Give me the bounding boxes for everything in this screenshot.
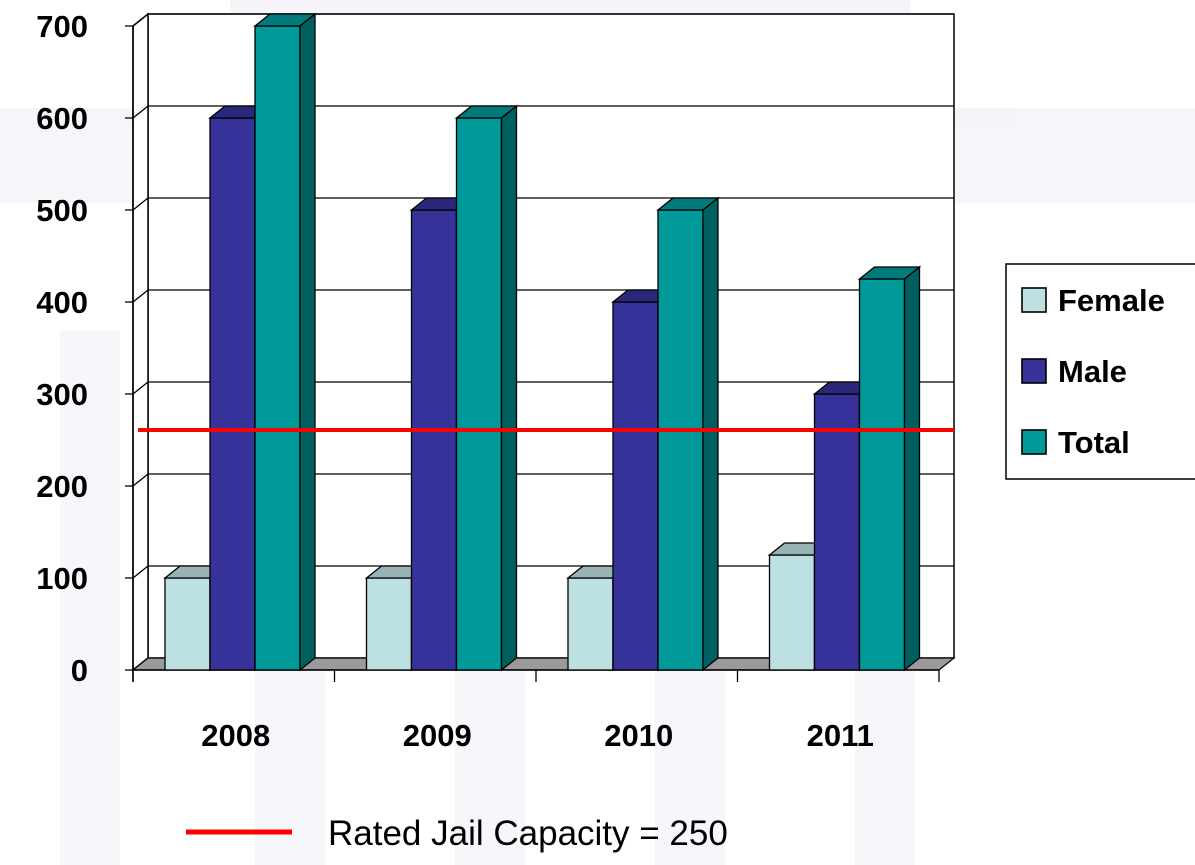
y-tick-label: 600 [36,101,88,136]
legend-label-total: Total [1058,425,1130,460]
bar-front [410,209,458,671]
gridline-side [132,289,149,303]
bar-total-2009 [454,104,519,672]
y-tick-label: 400 [36,285,88,320]
gridline-side [132,105,149,119]
bar-total-2011 [857,265,922,672]
bar-front [209,117,256,671]
bar-side [903,265,921,672]
y-tick-label: 500 [36,193,88,228]
bar-front [567,577,614,671]
x-tick-label: 2008 [201,718,270,753]
legend: Female Male Total [1005,263,1195,480]
labels-layer: 0 100 200 300 400 500 600 700 2008 2009 2010 2011 [36,9,874,753]
y-tick-label: 300 [36,377,88,412]
gridline-side [132,197,149,211]
bars-layer [163,12,922,672]
y-tick-label: 200 [36,469,88,504]
bar-total-2010 [656,196,720,672]
bar-front [813,393,861,671]
bar-side [702,196,719,672]
legend-swatch-female [1021,287,1047,313]
reference-caption: Rated Jail Capacity = 250 [186,814,728,853]
bar-front [254,25,301,671]
bar-front [365,577,413,671]
x-tick-label: 2010 [604,718,673,753]
legend-swatch-total [1021,429,1047,455]
y-tick-label: 0 [71,653,88,688]
x-tick-label: 2009 [403,718,472,753]
bar-side [299,12,316,672]
legend-swatch-male [1021,358,1047,384]
bar-front [455,117,503,671]
x-tick-label: 2011 [807,718,874,753]
y-tick-label: 100 [36,561,88,596]
reference-caption-text: Rated Jail Capacity = 250 [328,814,728,853]
legend-label-male: Male [1058,354,1127,389]
gridline-side [132,473,149,487]
bar-front [164,577,211,671]
y-tick-label: 700 [36,9,88,44]
bar-side [500,104,518,672]
gridline-side [132,381,149,395]
bar-front [768,554,816,671]
gridline-side [132,565,149,579]
bar-front [612,301,659,671]
bar-front [858,278,906,671]
bar-total-2008 [253,12,317,672]
gridline-side [132,13,149,27]
bar-front [657,209,704,671]
legend-label-female: Female [1058,283,1165,318]
